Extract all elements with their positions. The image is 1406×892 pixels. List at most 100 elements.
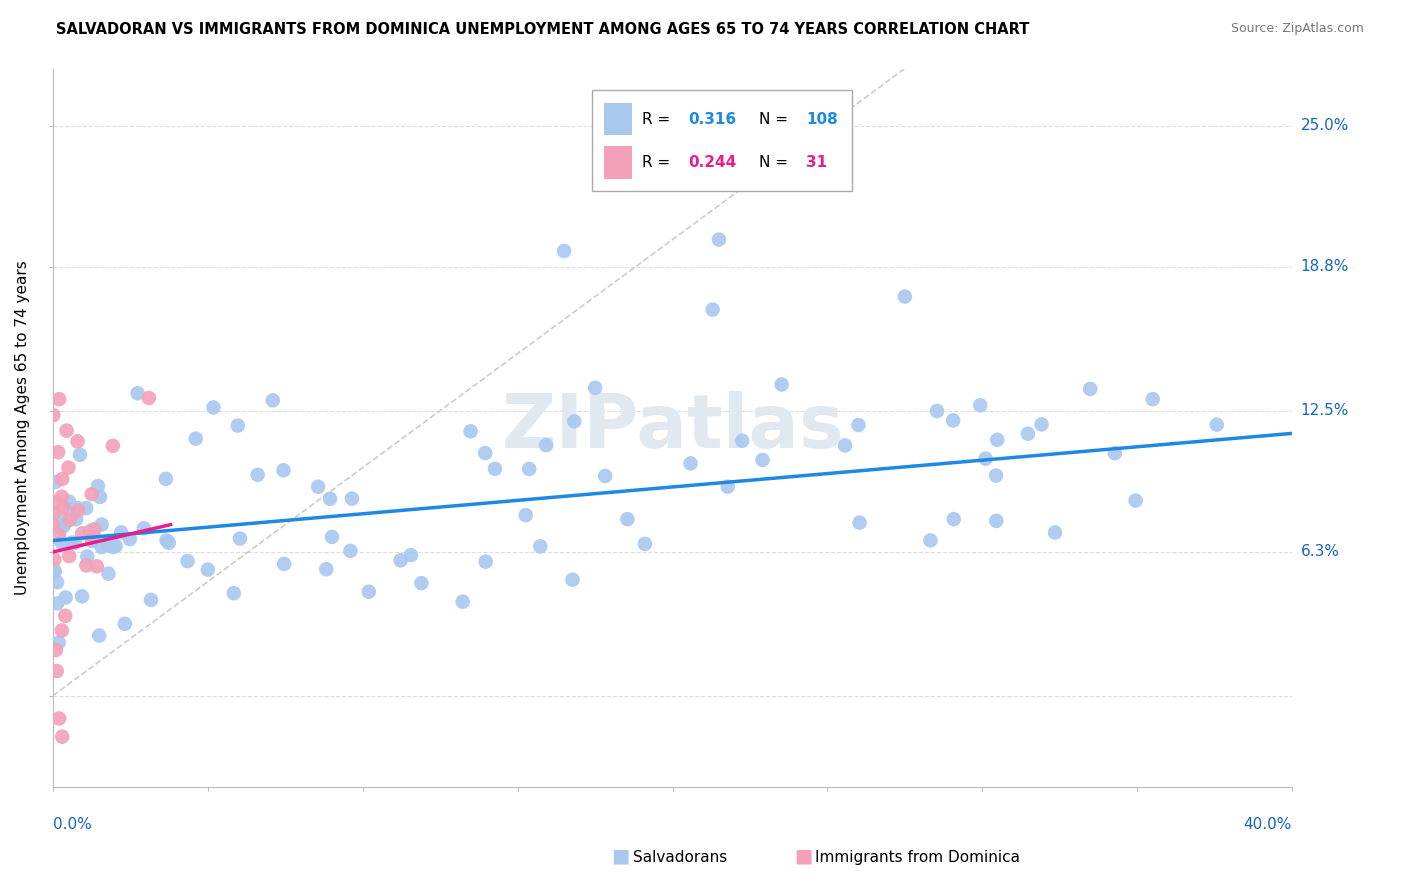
- Point: [75, 558, 97, 573]
- Point: [986, 433, 1008, 447]
- Point: [474, 555, 496, 569]
- Point: [138, 391, 160, 405]
- Point: [411, 576, 433, 591]
- Point: [48, 528, 70, 542]
- Point: [229, 532, 252, 546]
- Point: [44, 506, 66, 520]
- Text: 108: 108: [807, 112, 838, 127]
- Point: [399, 548, 422, 562]
- Point: [155, 472, 177, 486]
- Point: [920, 533, 942, 548]
- Text: R =: R =: [641, 112, 675, 127]
- Point: [942, 512, 965, 526]
- Point: [51, 521, 73, 535]
- Point: [197, 562, 219, 576]
- Point: [46, 596, 69, 610]
- Point: [925, 404, 948, 418]
- Point: [340, 491, 363, 506]
- Point: [53, 608, 76, 623]
- Point: [48, 392, 70, 407]
- Point: [75, 501, 97, 516]
- Point: [60, 535, 83, 549]
- Point: [1205, 417, 1227, 432]
- Text: 6.3%: 6.3%: [1301, 544, 1340, 559]
- Point: [534, 438, 557, 452]
- Point: [262, 393, 284, 408]
- Point: [48, 636, 70, 650]
- Point: [104, 539, 127, 553]
- Point: [246, 467, 269, 482]
- Text: ■: ■: [612, 847, 630, 865]
- Point: [79, 524, 101, 538]
- Point: [70, 590, 93, 604]
- Point: [561, 573, 583, 587]
- Point: [717, 480, 740, 494]
- Point: [63, 536, 86, 550]
- Point: [44, 565, 66, 579]
- FancyBboxPatch shape: [605, 103, 631, 136]
- Point: [339, 544, 361, 558]
- Point: [139, 593, 162, 607]
- Point: [202, 401, 225, 415]
- FancyBboxPatch shape: [605, 146, 631, 178]
- Point: [101, 439, 124, 453]
- Point: [553, 244, 575, 258]
- Point: [66, 503, 89, 517]
- Point: [80, 487, 103, 501]
- Text: Immigrants from Dominica: Immigrants from Dominica: [815, 850, 1021, 865]
- Point: [87, 479, 110, 493]
- Point: [53, 518, 76, 533]
- Point: [51, 535, 73, 549]
- Point: [89, 490, 111, 504]
- Point: [517, 462, 540, 476]
- Point: [118, 532, 141, 546]
- Point: [98, 534, 121, 549]
- Point: [69, 448, 91, 462]
- Point: [89, 629, 111, 643]
- Point: [562, 414, 585, 428]
- Point: [44, 564, 66, 578]
- Point: [90, 540, 112, 554]
- Text: SALVADORAN VS IMMIGRANTS FROM DOMINICA UNEMPLOYMENT AMONG AGES 65 TO 74 YEARS CO: SALVADORAN VS IMMIGRANTS FROM DOMINICA U…: [56, 22, 1029, 37]
- Point: [770, 377, 793, 392]
- Point: [1125, 493, 1147, 508]
- Point: [460, 425, 482, 439]
- Point: [1017, 426, 1039, 441]
- Point: [529, 540, 551, 554]
- Point: [127, 386, 149, 401]
- Point: [986, 514, 1008, 528]
- Point: [51, 624, 73, 638]
- Point: [321, 530, 343, 544]
- Text: N =: N =: [759, 112, 793, 127]
- Point: [67, 501, 90, 516]
- Point: [593, 469, 616, 483]
- Point: [58, 460, 80, 475]
- Text: R =: R =: [641, 155, 675, 170]
- Point: [848, 417, 870, 432]
- Point: [707, 233, 730, 247]
- Text: 0.316: 0.316: [689, 112, 737, 127]
- Point: [583, 381, 606, 395]
- Point: [702, 302, 724, 317]
- Point: [83, 531, 105, 545]
- Point: [49, 511, 72, 525]
- Point: [942, 413, 965, 427]
- Text: Salvadorans: Salvadorans: [633, 850, 727, 865]
- Point: [984, 468, 1007, 483]
- Point: [176, 554, 198, 568]
- Point: [1104, 446, 1126, 460]
- Point: [969, 398, 991, 412]
- Text: 25.0%: 25.0%: [1301, 118, 1348, 133]
- Point: [66, 434, 89, 449]
- Point: [484, 462, 506, 476]
- Point: [46, 445, 69, 459]
- Point: [76, 549, 98, 564]
- Point: [307, 480, 329, 494]
- Point: [55, 591, 77, 605]
- Point: [86, 559, 108, 574]
- Point: [679, 456, 702, 470]
- Point: [894, 289, 917, 303]
- Point: [101, 540, 124, 554]
- Point: [83, 522, 105, 536]
- Point: [1078, 382, 1101, 396]
